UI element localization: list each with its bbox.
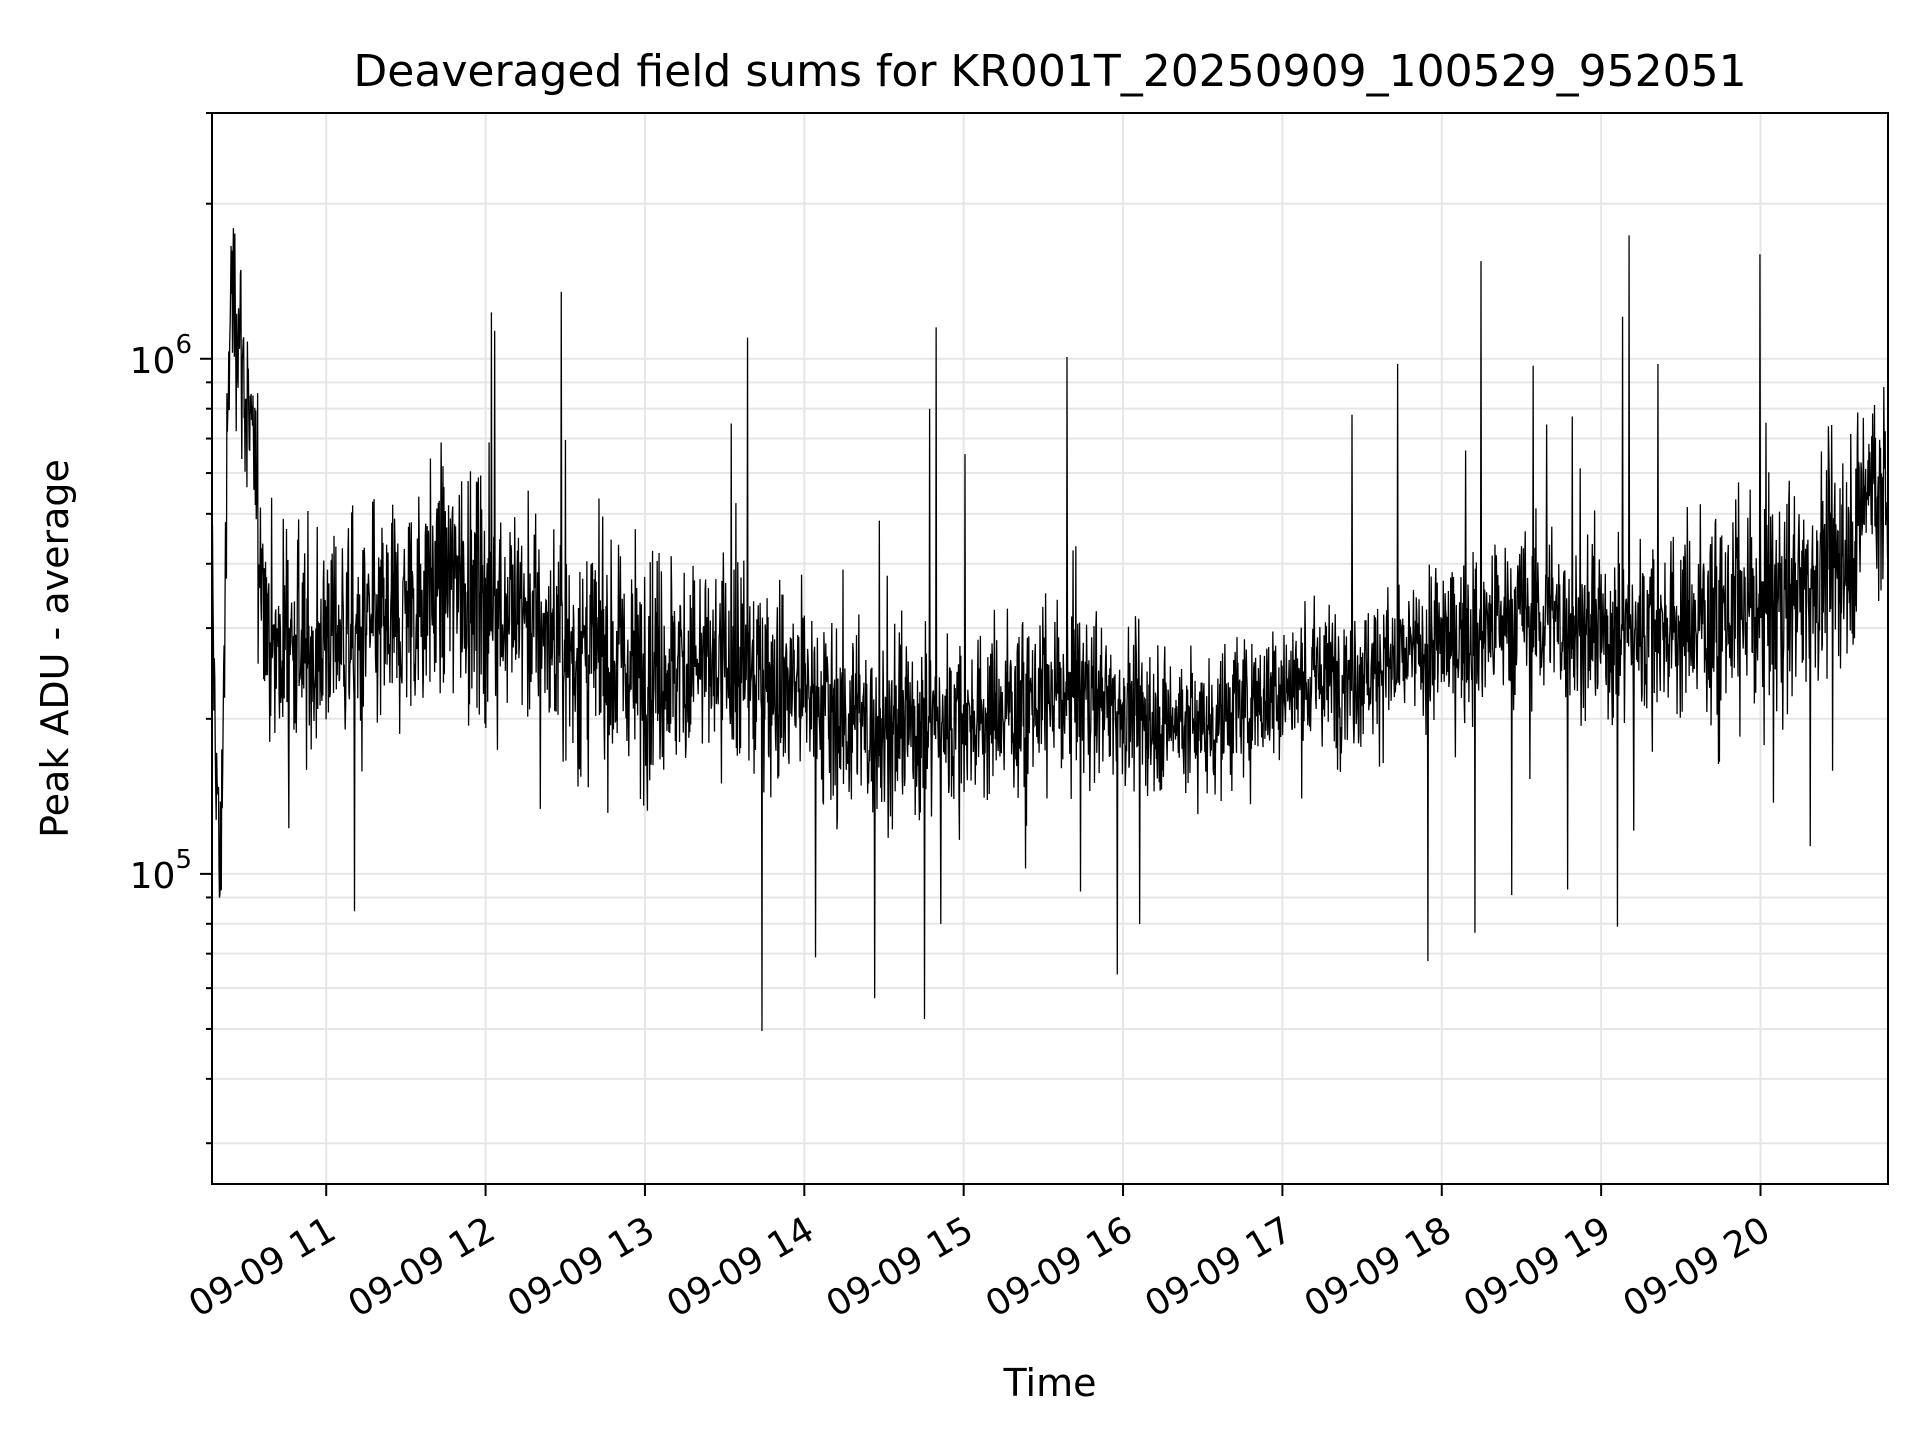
x-axis-label: Time <box>1003 1361 1097 1405</box>
plot-area <box>212 228 1888 1031</box>
chart-title: Deaveraged field sums for KR001T_2025090… <box>353 46 1746 97</box>
y-axis-label: Peak ADU - average <box>33 459 77 838</box>
data-series-line <box>212 228 1888 1031</box>
grid <box>212 112 1888 1184</box>
y-tick-label: 106 <box>130 330 192 382</box>
y-tick-label: 105 <box>130 845 192 897</box>
axes-frame <box>211 112 1889 1185</box>
